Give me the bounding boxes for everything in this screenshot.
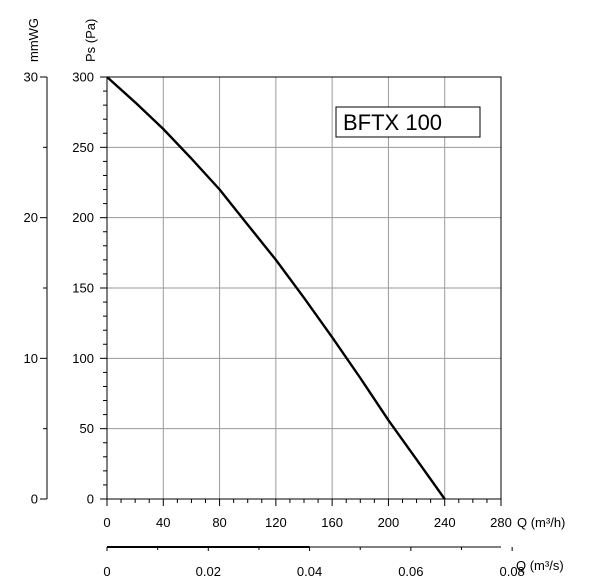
mmwg-tick-label: 30: [24, 70, 38, 85]
mmwg-tick-label: 20: [24, 210, 38, 225]
x-tick-label: 280: [490, 515, 512, 530]
y-axis-ticks: 0 50 100 150 200 250 300: [72, 70, 107, 507]
y-tick-label: 300: [72, 70, 94, 85]
x-tick-label: 80: [212, 515, 226, 530]
model-label: BFTX 100: [343, 110, 442, 135]
x-tick-label: 160: [321, 515, 343, 530]
x-axis-ticks: 0 40 80 120 160 200 240 280: [103, 499, 512, 530]
mmwg-tick-label: 0: [31, 492, 38, 507]
x-axis-label: Q (m³/h): [517, 515, 565, 530]
y-tick-label: 100: [72, 351, 94, 366]
mmwg-axis: 0 10 20 30: [24, 70, 48, 507]
x-tick-label: 200: [378, 515, 400, 530]
x-tick-label: 240: [434, 515, 456, 530]
y-tick-label: 200: [72, 210, 94, 225]
y-axis-label: Ps (Pa): [83, 19, 98, 62]
flow-tick-label: 0.04: [297, 564, 322, 579]
y-tick-label: 50: [80, 421, 94, 436]
y2-axis-label: mmWG: [26, 18, 41, 62]
flow-tick-label: 0.08: [499, 564, 524, 579]
y-tick-label: 150: [72, 281, 94, 296]
x-tick-label: 0: [103, 515, 110, 530]
mmwg-tick-label: 10: [24, 351, 38, 366]
grid-lines: [107, 77, 501, 499]
series-group: [106, 76, 446, 500]
y-tick-label: 0: [87, 492, 94, 507]
x2-axis-label: Q (m³/s): [516, 558, 564, 573]
x-tick-label: 40: [156, 515, 170, 530]
flow-tick-label: 0.02: [196, 564, 221, 579]
flow-tick-label: 0: [103, 564, 110, 579]
flow-m3s-axis: 0 0.02 0.04 0.06 0.08: [103, 546, 525, 579]
series-line-0: [106, 76, 446, 500]
x-tick-label: 120: [265, 515, 287, 530]
flow-tick-label: 0.06: [398, 564, 423, 579]
y-tick-label: 250: [72, 140, 94, 155]
model-label-box: [335, 106, 481, 138]
